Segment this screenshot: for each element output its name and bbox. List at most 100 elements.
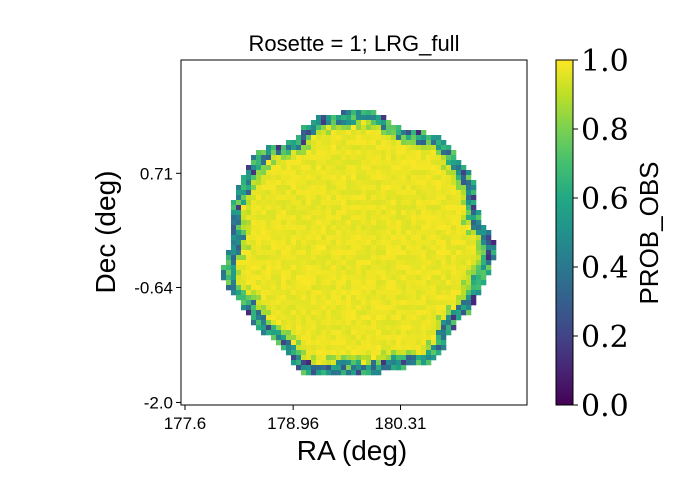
heatmap-cell	[296, 315, 302, 321]
heatmap-cell	[391, 330, 397, 336]
heatmap-cell	[356, 350, 362, 356]
heatmap-cell	[351, 175, 357, 181]
heatmap-cell	[456, 175, 462, 181]
heatmap-cell	[331, 250, 337, 256]
heatmap-cell	[376, 120, 382, 126]
heatmap-cell	[471, 255, 477, 261]
heatmap-cell	[251, 165, 257, 171]
heatmap-cell	[241, 260, 247, 266]
heatmap-cell	[276, 145, 282, 151]
heatmap-cell	[361, 370, 367, 376]
heatmap-cell	[356, 200, 362, 206]
heatmap-cell	[366, 265, 372, 271]
heatmap-cell	[281, 215, 287, 221]
heatmap-cell	[416, 145, 422, 151]
heatmap-cell	[251, 200, 257, 206]
heatmap-cell	[276, 295, 282, 301]
heatmap-cell	[426, 165, 432, 171]
heatmap-cell	[396, 335, 402, 341]
heatmap-cell	[266, 265, 272, 271]
heatmap-cell	[281, 145, 287, 151]
heatmap-cell	[421, 325, 427, 331]
heatmap-cell	[321, 275, 327, 281]
heatmap-cell	[301, 320, 307, 326]
heatmap-cell	[356, 280, 362, 286]
heatmap-cell	[431, 235, 437, 241]
heatmap-cell	[371, 145, 377, 151]
heatmap-cell	[456, 305, 462, 311]
heatmap-cell	[421, 225, 427, 231]
heatmap-cell	[276, 325, 282, 331]
heatmap-cell	[316, 365, 322, 371]
heatmap-cell	[366, 160, 372, 166]
heatmap-cell	[341, 360, 347, 366]
heatmap-cell	[281, 275, 287, 281]
heatmap-cell	[356, 195, 362, 201]
heatmap-cell	[371, 115, 377, 121]
heatmap-cell	[411, 285, 417, 291]
heatmap-cell	[391, 235, 397, 241]
heatmap-cell	[231, 260, 237, 266]
heatmap-cell	[401, 200, 407, 206]
heatmap-cell	[351, 305, 357, 311]
heatmap-cell	[291, 275, 297, 281]
heatmap-cell	[346, 290, 352, 296]
heatmap-cell	[251, 285, 257, 291]
heatmap-cell	[286, 300, 292, 306]
heatmap-cell	[336, 185, 342, 191]
heatmap-cell	[441, 145, 447, 151]
heatmap-cell	[336, 295, 342, 301]
heatmap-cell	[411, 140, 417, 146]
heatmap-cell	[226, 260, 232, 266]
heatmap-cell	[336, 210, 342, 216]
heatmap-cell	[261, 310, 267, 316]
heatmap-cell	[291, 215, 297, 221]
heatmap-cell	[411, 215, 417, 221]
heatmap-cell	[276, 320, 282, 326]
heatmap-cell	[276, 335, 282, 341]
heatmap-cell	[251, 280, 257, 286]
heatmap-cell	[361, 235, 367, 241]
heatmap-cell	[411, 325, 417, 331]
heatmap-cell	[306, 310, 312, 316]
heatmap-cell	[406, 275, 412, 281]
heatmap-cell	[246, 210, 252, 216]
heatmap-cell	[236, 275, 242, 281]
heatmap-cell	[381, 290, 387, 296]
heatmap-cell	[351, 290, 357, 296]
heatmap-cell	[316, 270, 322, 276]
heatmap-cell	[261, 255, 267, 261]
heatmap-cell	[371, 265, 377, 271]
heatmap-cell	[311, 330, 317, 336]
heatmap-cell	[386, 290, 392, 296]
heatmap-cell	[316, 325, 322, 331]
heatmap-cell	[336, 225, 342, 231]
heatmap-cell	[461, 180, 467, 186]
heatmap-cell	[386, 220, 392, 226]
heatmap-cell	[286, 255, 292, 261]
heatmap-cell	[246, 235, 252, 241]
heatmap-cell	[416, 245, 422, 251]
heatmap-cell	[386, 205, 392, 211]
heatmap-cell	[241, 275, 247, 281]
heatmap-cell	[361, 340, 367, 346]
heatmap-cell	[411, 305, 417, 311]
heatmap-cell	[396, 170, 402, 176]
heatmap-cell	[446, 265, 452, 271]
heatmap-cell	[331, 185, 337, 191]
heatmap-cell	[346, 275, 352, 281]
heatmap-cell	[301, 155, 307, 161]
heatmap-cell	[266, 155, 272, 161]
heatmap-cells	[221, 110, 497, 376]
heatmap-cell	[321, 280, 327, 286]
heatmap-cell	[306, 290, 312, 296]
heatmap-cell	[431, 160, 437, 166]
heatmap-cell	[351, 145, 357, 151]
heatmap-cell	[256, 305, 262, 311]
heatmap-cell	[451, 205, 457, 211]
heatmap-cell	[326, 145, 332, 151]
heatmap-cell	[296, 290, 302, 296]
heatmap-cell	[346, 220, 352, 226]
heatmap-cell	[361, 145, 367, 151]
heatmap-cell	[351, 355, 357, 361]
